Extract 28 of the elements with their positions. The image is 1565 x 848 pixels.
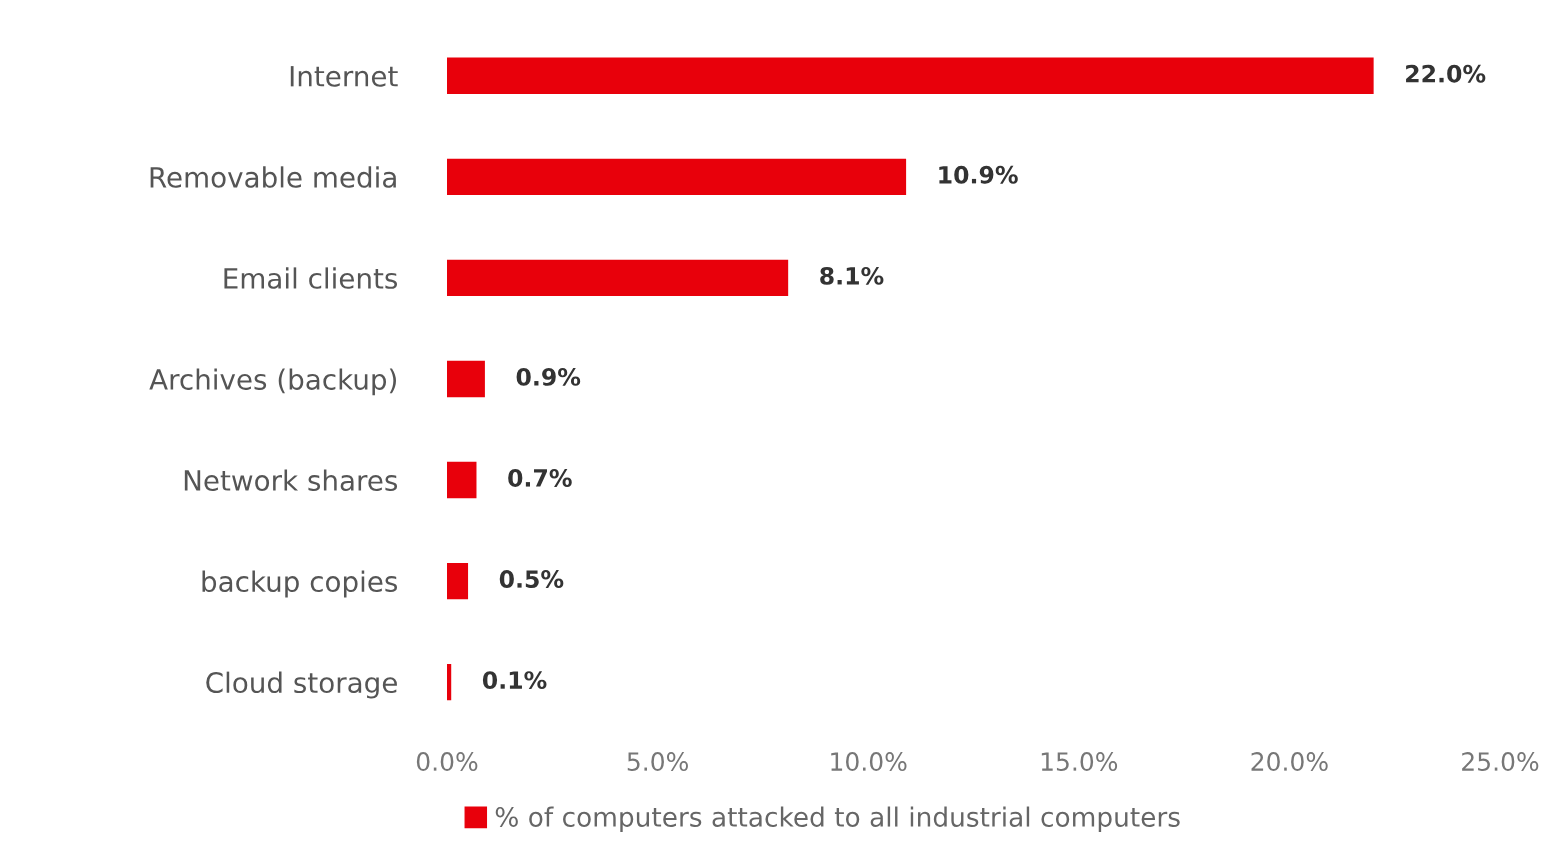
- y-tick-label: Cloud storage: [206, 671, 397, 699]
- bar: [447, 158, 907, 196]
- data-label: 0.9%: [516, 367, 581, 386]
- bar: [447, 57, 1374, 94]
- data-label: 8.1%: [820, 266, 884, 285]
- legend-label: % of computers attacked to all industrial computers: [495, 806, 1180, 833]
- data-label: 0.5%: [499, 570, 564, 588]
- y-tick-label: Email clients: [224, 267, 398, 289]
- data-label: 22.0%: [1406, 64, 1486, 83]
- y-tick-label: Removable media: [150, 166, 396, 188]
- x-tick-label: 10.0%: [831, 752, 907, 771]
- bar: [447, 562, 469, 600]
- y-tick-label: Network shares: [184, 469, 398, 491]
- bar: [447, 360, 485, 398]
- data-label: 0.1%: [482, 671, 547, 690]
- y-tick-label: Internet: [290, 66, 398, 87]
- bar: [447, 663, 452, 701]
- y-tick-label: Archives (backup): [149, 368, 396, 396]
- x-tick-label: 25.0%: [1462, 752, 1539, 771]
- data-label: 0.7%: [508, 469, 572, 487]
- bar: [447, 259, 789, 297]
- data-label: 10.9%: [939, 165, 1018, 184]
- x-tick-label: 20.0%: [1251, 752, 1328, 771]
- bar: [447, 461, 477, 499]
- x-tick-label: 15.0%: [1041, 752, 1118, 771]
- x-tick-label: 5.0%: [627, 752, 688, 771]
- y-tick-label: backup copies: [202, 570, 398, 598]
- x-tick-label: 0.0%: [416, 752, 478, 771]
